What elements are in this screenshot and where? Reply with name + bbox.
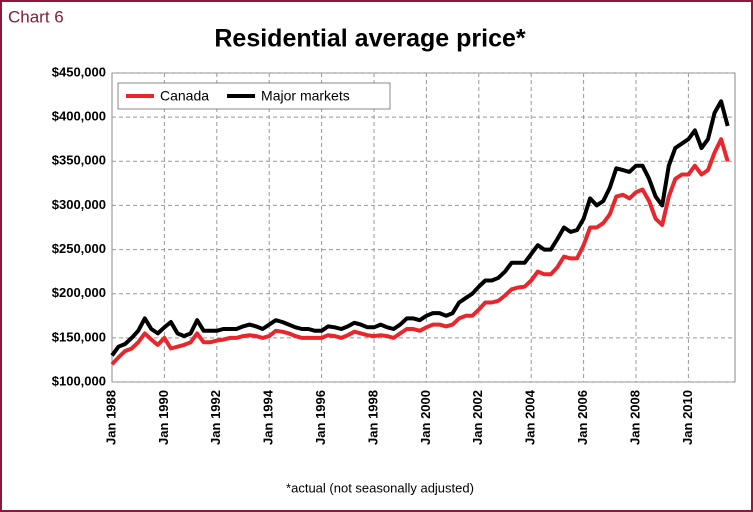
x-tick-label: Jan 2008 [627, 390, 642, 445]
y-tick-label: $400,000 [52, 109, 106, 124]
x-tick-label: Jan 2000 [418, 390, 433, 445]
chart-title: Residential average price* [214, 25, 526, 53]
y-tick-label: $450,000 [52, 64, 106, 79]
x-tick-label: Jan 1992 [208, 390, 223, 445]
x-tick-label: Jan 2004 [523, 389, 538, 445]
y-tick-label: $100,000 [52, 373, 106, 388]
legend-label: Canada [160, 88, 209, 104]
y-tick-label: $150,000 [52, 329, 106, 344]
x-tick-label: Jan 1994 [261, 389, 276, 445]
legend-label: Major markets [261, 88, 350, 104]
line-series [110, 137, 730, 366]
y-tick-label: $200,000 [52, 285, 106, 300]
line-series [110, 99, 730, 357]
x-tick-label: Jan 1996 [313, 390, 328, 445]
x-tick-label: Jan 2006 [575, 390, 590, 445]
y-tick-label: $350,000 [52, 153, 106, 168]
chart-label: Chart 6 [8, 7, 64, 26]
plot-area [111, 72, 736, 383]
footnote: *actual (not seasonally adjusted) [286, 480, 474, 495]
x-tick-label: Jan 1990 [156, 390, 171, 445]
y-tick-label: $250,000 [52, 241, 106, 256]
x-tick-label: Jan 1988 [103, 390, 118, 445]
x-tick-label: Jan 2010 [680, 390, 695, 445]
y-tick-label: $300,000 [52, 197, 106, 212]
x-tick-label: Jan 2002 [470, 390, 485, 445]
x-tick-label: Jan 1998 [365, 390, 380, 445]
